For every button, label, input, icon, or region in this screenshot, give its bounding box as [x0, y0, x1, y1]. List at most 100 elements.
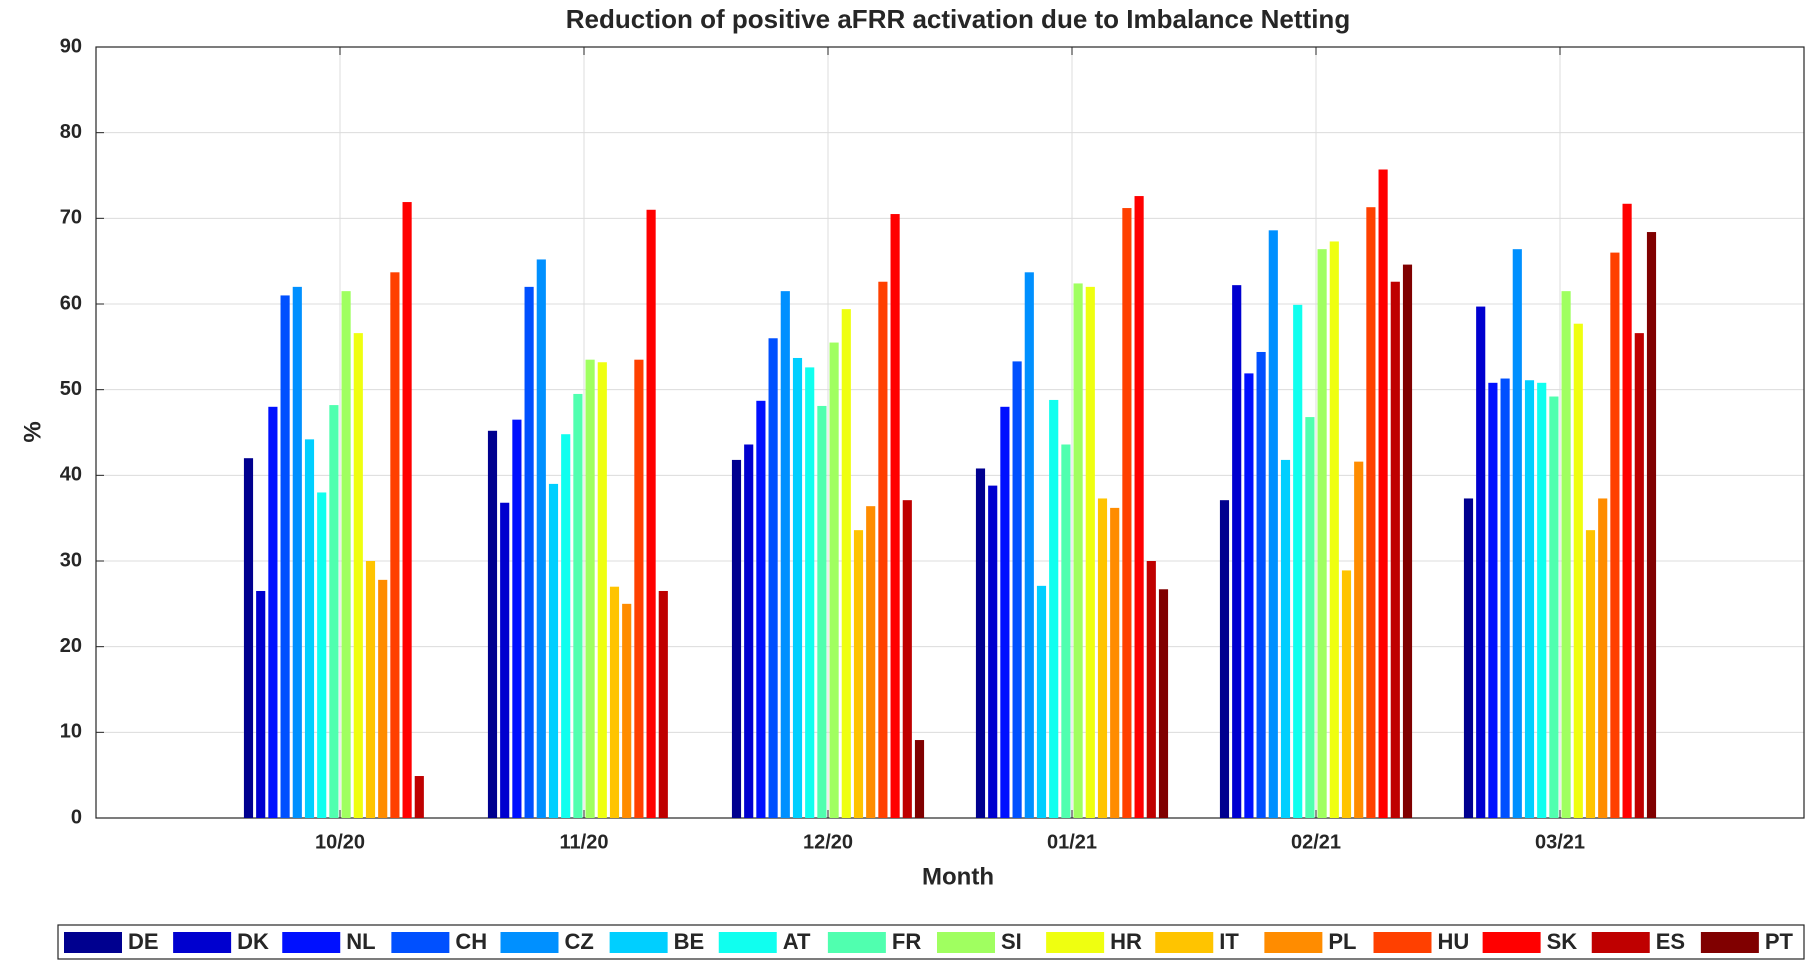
- bar: [1402, 264, 1413, 818]
- bar: [1232, 285, 1242, 818]
- bar: [1366, 207, 1376, 819]
- bar: [622, 603, 632, 818]
- bar: [646, 209, 656, 818]
- plot-frame: [95, 46, 1805, 819]
- y-tick-label: 0: [71, 806, 82, 828]
- bar: [1512, 249, 1522, 818]
- bar: [353, 333, 363, 818]
- y-tick-label: 50: [60, 378, 82, 400]
- legend-swatch: [937, 932, 995, 953]
- bar: [597, 362, 607, 818]
- x-tick-label: 12/20: [803, 831, 853, 853]
- legend-label: PT: [1765, 929, 1794, 954]
- bar: [1463, 498, 1474, 818]
- legend-label: SI: [1001, 929, 1022, 954]
- bar: [1036, 585, 1047, 818]
- bar: [585, 359, 595, 818]
- bar: [1158, 589, 1169, 818]
- legend-swatch: [1046, 932, 1105, 953]
- bar: [1000, 406, 1010, 818]
- legend-swatch: [1155, 932, 1214, 953]
- y-tick-label: 70: [60, 207, 82, 229]
- bar: [1524, 380, 1535, 818]
- y-tick-label: 20: [60, 635, 82, 657]
- bar: [1561, 291, 1571, 818]
- y-tick-label: 80: [60, 121, 82, 143]
- x-tick-label: 01/21: [1047, 831, 1097, 853]
- bar: [1646, 232, 1657, 819]
- bar: [1146, 561, 1156, 818]
- bar: [1390, 281, 1400, 818]
- bar: [341, 291, 351, 818]
- bar: [829, 342, 839, 818]
- bar: [1598, 498, 1608, 818]
- legend-label: DK: [237, 929, 269, 954]
- bar: [609, 586, 620, 818]
- bar: [487, 430, 498, 818]
- bar: [866, 506, 876, 818]
- bar: [329, 405, 339, 818]
- bar: [1476, 306, 1486, 818]
- bar: [292, 286, 302, 818]
- chart-title: Reduction of positive aFRR activation du…: [566, 4, 1350, 34]
- legend-label: BE: [674, 929, 705, 954]
- legend-swatch: [173, 932, 232, 953]
- bar: [902, 500, 912, 818]
- legend-label: CZ: [565, 929, 594, 954]
- bar: [561, 434, 571, 818]
- bar: [280, 295, 290, 818]
- bar: [1049, 399, 1059, 818]
- bar: [1293, 304, 1303, 818]
- bar: [890, 214, 900, 819]
- bar: [1488, 382, 1498, 818]
- legend-label: DE: [128, 929, 159, 954]
- x-tick-label: 10/20: [315, 831, 365, 853]
- y-tick-label: 10: [60, 721, 82, 743]
- y-axis-label: %: [19, 421, 46, 442]
- bar: [1097, 498, 1108, 818]
- bar: [1634, 333, 1644, 818]
- legend-swatch: [827, 932, 886, 953]
- bar: [1280, 459, 1291, 818]
- legend-label: AT: [783, 929, 811, 954]
- bar: [536, 259, 546, 818]
- bar: [548, 483, 559, 818]
- bar: [1378, 169, 1388, 819]
- bar: [1085, 286, 1095, 818]
- legend-label: IT: [1219, 929, 1239, 954]
- bar: [914, 740, 925, 818]
- y-tick-label: 40: [60, 464, 82, 486]
- bar: [1073, 283, 1083, 818]
- x-tick-label: 11/20: [560, 831, 609, 853]
- bar: [512, 419, 522, 818]
- bar: [1537, 382, 1547, 818]
- legend-label: CH: [455, 929, 487, 954]
- legend-label: HR: [1110, 929, 1142, 954]
- y-tick-label: 60: [60, 292, 82, 314]
- legend-label: FR: [892, 929, 921, 954]
- bar: [731, 459, 742, 818]
- bar: [1622, 203, 1632, 818]
- bar: [1341, 570, 1352, 818]
- legend-swatch: [391, 932, 450, 953]
- bar: [658, 590, 668, 818]
- bar: [414, 776, 424, 818]
- legend-swatch: [500, 932, 559, 953]
- bar: [1329, 241, 1339, 819]
- y-tick-label: 90: [60, 35, 82, 57]
- bar: [634, 359, 644, 818]
- bar: [878, 281, 888, 818]
- bar: [1012, 361, 1022, 818]
- legend-swatch: [1591, 932, 1650, 953]
- bar: [390, 272, 400, 818]
- bar: [1268, 230, 1278, 818]
- legend-swatch: [718, 932, 777, 953]
- legend-swatch: [282, 932, 341, 953]
- legend-label: ES: [1656, 929, 1685, 954]
- bar: [365, 561, 376, 818]
- bar: [378, 579, 388, 818]
- bar: [256, 590, 266, 818]
- bar: [988, 485, 998, 818]
- bar: [1122, 208, 1132, 818]
